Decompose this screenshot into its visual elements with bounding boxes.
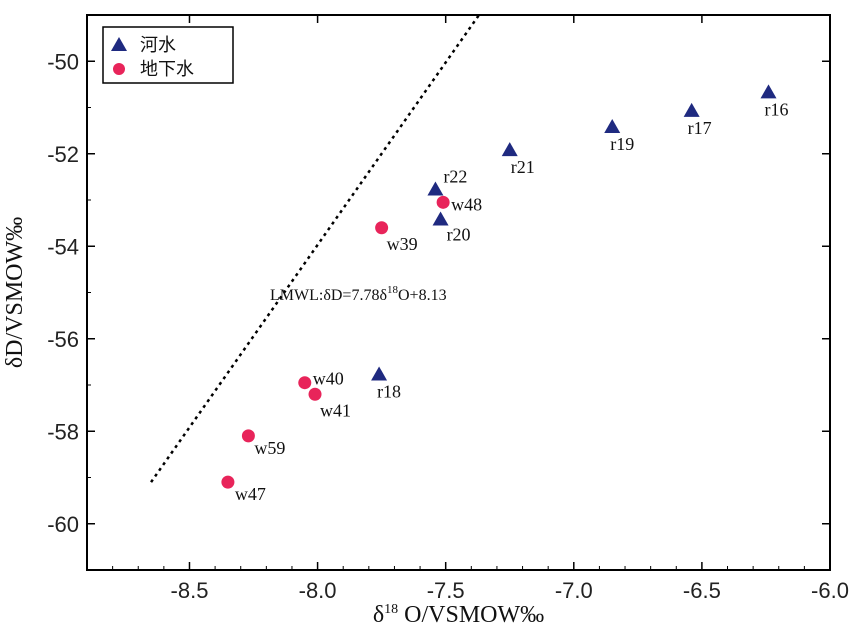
plot-frame	[86, 14, 831, 571]
y-axis-title: δD/VSMOW‰	[2, 217, 28, 368]
point-label-r16: r16	[765, 99, 789, 119]
y-tick-label: -56	[47, 327, 79, 352]
river-point-r19	[604, 119, 621, 133]
legend-label-river: 河水	[140, 35, 176, 56]
groundwater-point-w41	[308, 387, 322, 401]
x-tick-label: -6.5	[683, 578, 721, 603]
river-point-r21	[501, 142, 518, 157]
axis-ticks: -8.5 -8.0 -7.5 -7.0 -6.5 -6.0 -60 -58 -56 -54 -52 -…	[47, 14, 849, 603]
y-tick-label: -60	[47, 512, 79, 537]
point-label-r18: r18	[377, 381, 401, 401]
x-axis-title-prefix: δ	[373, 602, 384, 628]
legend: 河水 地下水	[102, 26, 234, 84]
x-axis-title: δ18 O/VSMOW‰	[373, 602, 544, 628]
point-label-r19: r19	[610, 134, 634, 154]
river-point-r20	[432, 211, 449, 226]
point-label-w41: w41	[320, 400, 351, 420]
x-tick-label: -8.0	[299, 578, 337, 603]
y-tick-label: -52	[47, 142, 79, 167]
point-label-w40: w40	[313, 369, 344, 389]
point-label-r22: r22	[443, 166, 467, 186]
point-label-r17: r17	[688, 118, 712, 138]
point-label-w48: w48	[451, 194, 482, 214]
lmwl-label-pre: LMWL:δD=7.78δ	[270, 287, 387, 304]
y-tick-label: -54	[47, 234, 79, 259]
y-tick-label: -50	[47, 49, 79, 74]
x-axis-title-sup: 18	[384, 602, 398, 617]
point-label-w59: w59	[254, 438, 285, 458]
legend-label-groundwater: 地下水	[140, 59, 194, 80]
x-axis-title-suffix: O/VSMOW‰	[398, 602, 544, 628]
legend-triangle-icon	[111, 37, 127, 51]
groundwater-point-w47	[221, 475, 235, 489]
data-points: r16 r17 r19 r21 r22 r20 r18 w48 w39 w40 w41 w59 w47	[221, 84, 789, 504]
point-label-r21: r21	[511, 157, 535, 177]
groundwater-point-w59	[241, 429, 255, 443]
y-tick-label: -58	[47, 419, 79, 444]
lmwl-label-post: O+8.13	[398, 287, 447, 304]
x-tick-label: -6.0	[811, 578, 849, 603]
lmwl-line	[150, 14, 481, 483]
legend-circle-icon	[113, 63, 125, 75]
river-point-r16	[760, 84, 777, 99]
x-tick-label: -7.5	[427, 578, 465, 603]
groundwater-point-w39	[375, 221, 389, 235]
river-point-r17	[683, 102, 700, 117]
point-label-w47: w47	[235, 484, 266, 504]
river-point-r18	[371, 366, 388, 381]
legend-box	[102, 26, 234, 84]
x-tick-label: -8.5	[171, 578, 209, 603]
groundwater-point-w40	[298, 376, 312, 390]
point-label-r20: r20	[447, 225, 471, 245]
groundwater-point-w48	[436, 195, 450, 209]
lmwl-label: LMWL:δD=7.78δ18O+8.13	[270, 284, 447, 304]
x-tick-label: -7.0	[555, 578, 593, 603]
river-point-r22	[427, 181, 444, 196]
point-label-w39: w39	[387, 234, 418, 254]
lmwl-label-sup: 18	[387, 284, 399, 296]
